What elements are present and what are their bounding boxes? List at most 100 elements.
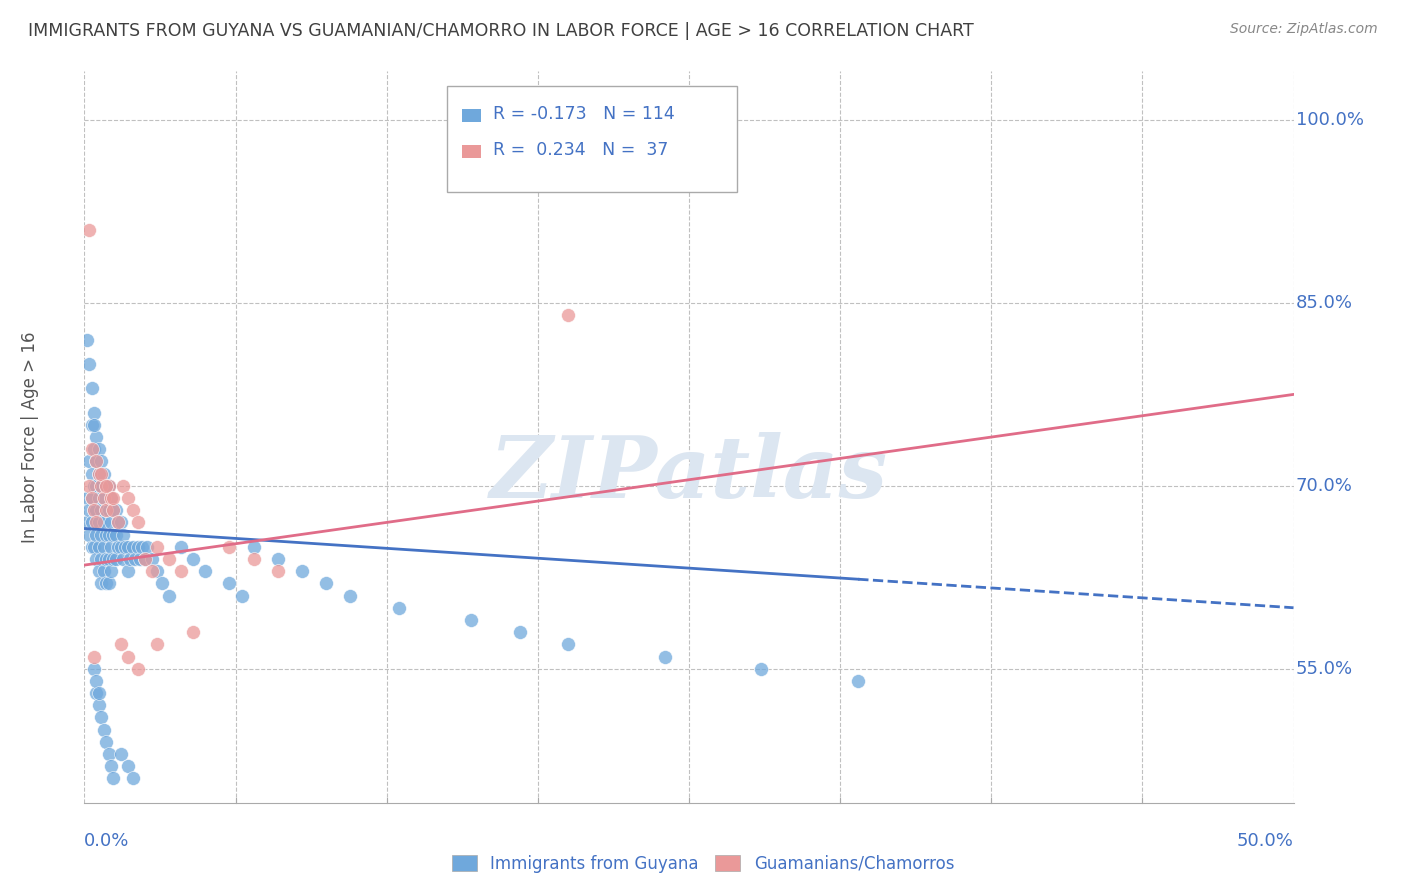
Point: [117, 564, 139, 578]
Point: [86, 430, 108, 444]
Point: [103, 552, 125, 566]
Point: [97, 552, 120, 566]
Point: [157, 552, 180, 566]
Point: [291, 564, 314, 578]
Point: [100, 491, 122, 505]
Point: [170, 540, 193, 554]
Point: [170, 564, 193, 578]
Point: [94, 552, 117, 566]
Point: [86, 686, 108, 700]
Point: [86, 479, 108, 493]
Point: [557, 308, 579, 322]
Point: [86, 454, 108, 468]
Point: [80, 540, 103, 554]
Point: [80, 381, 103, 395]
Point: [80, 516, 103, 530]
Point: [129, 552, 152, 566]
Point: [93, 491, 115, 505]
Point: [94, 527, 117, 541]
Point: [388, 600, 411, 615]
Point: [87, 442, 110, 457]
FancyBboxPatch shape: [447, 86, 737, 192]
Point: [83, 442, 105, 457]
Point: [87, 491, 110, 505]
Text: ZIPatlas: ZIPatlas: [489, 432, 889, 516]
Point: [117, 540, 139, 554]
Point: [146, 564, 169, 578]
Point: [93, 516, 115, 530]
Point: [87, 686, 110, 700]
Point: [315, 576, 337, 591]
Point: [107, 540, 129, 554]
Point: [86, 673, 108, 688]
Text: Source: ZipAtlas.com: Source: ZipAtlas.com: [1230, 22, 1378, 37]
Point: [97, 479, 120, 493]
Point: [90, 479, 112, 493]
Point: [97, 479, 120, 493]
FancyBboxPatch shape: [461, 145, 481, 159]
Text: IMMIGRANTS FROM GUYANA VS GUAMANIAN/CHAMORRO IN LABOR FORCE | AGE > 16 CORRELATI: IMMIGRANTS FROM GUYANA VS GUAMANIAN/CHAM…: [28, 22, 974, 40]
Text: In Labor Force | Age > 16: In Labor Force | Age > 16: [21, 331, 39, 543]
Point: [80, 467, 103, 481]
Point: [104, 503, 127, 517]
Text: R =  0.234   N =  37: R = 0.234 N = 37: [494, 141, 668, 160]
Text: R = -0.173   N = 114: R = -0.173 N = 114: [494, 104, 675, 123]
Point: [83, 662, 105, 676]
Point: [107, 516, 129, 530]
Point: [90, 467, 112, 481]
Point: [104, 527, 127, 541]
Point: [97, 576, 120, 591]
Point: [751, 662, 773, 676]
Point: [146, 540, 169, 554]
Point: [97, 747, 120, 761]
Point: [157, 589, 180, 603]
Point: [87, 564, 110, 578]
Point: [242, 540, 264, 554]
Text: 55.0%: 55.0%: [1296, 660, 1353, 678]
Point: [134, 552, 156, 566]
Point: [97, 527, 120, 541]
Point: [83, 406, 105, 420]
Point: [93, 723, 115, 737]
Point: [86, 552, 108, 566]
Point: [267, 552, 290, 566]
Point: [90, 454, 112, 468]
Point: [100, 759, 122, 773]
Point: [110, 540, 132, 554]
Point: [134, 552, 156, 566]
Point: [94, 576, 117, 591]
Point: [112, 479, 135, 493]
Point: [124, 552, 146, 566]
Point: [460, 613, 482, 627]
Point: [103, 772, 125, 786]
Point: [93, 564, 115, 578]
Point: [218, 540, 240, 554]
Point: [103, 491, 125, 505]
Text: 50.0%: 50.0%: [1237, 832, 1294, 850]
Point: [117, 491, 139, 505]
Text: 0.0%: 0.0%: [84, 832, 129, 850]
Point: [94, 503, 117, 517]
Point: [100, 540, 122, 554]
Point: [94, 479, 117, 493]
Point: [87, 540, 110, 554]
Point: [127, 662, 149, 676]
Point: [77, 503, 100, 517]
Point: [77, 479, 100, 493]
Point: [83, 479, 105, 493]
Point: [94, 503, 117, 517]
Point: [100, 564, 122, 578]
Point: [83, 649, 105, 664]
Point: [86, 454, 108, 468]
Point: [90, 527, 112, 541]
Point: [87, 516, 110, 530]
Point: [103, 527, 125, 541]
Point: [83, 503, 105, 517]
Point: [100, 491, 122, 505]
Point: [121, 772, 143, 786]
Point: [77, 357, 100, 371]
Point: [112, 552, 135, 566]
Point: [93, 491, 115, 505]
Point: [117, 649, 139, 664]
Point: [76, 516, 98, 530]
